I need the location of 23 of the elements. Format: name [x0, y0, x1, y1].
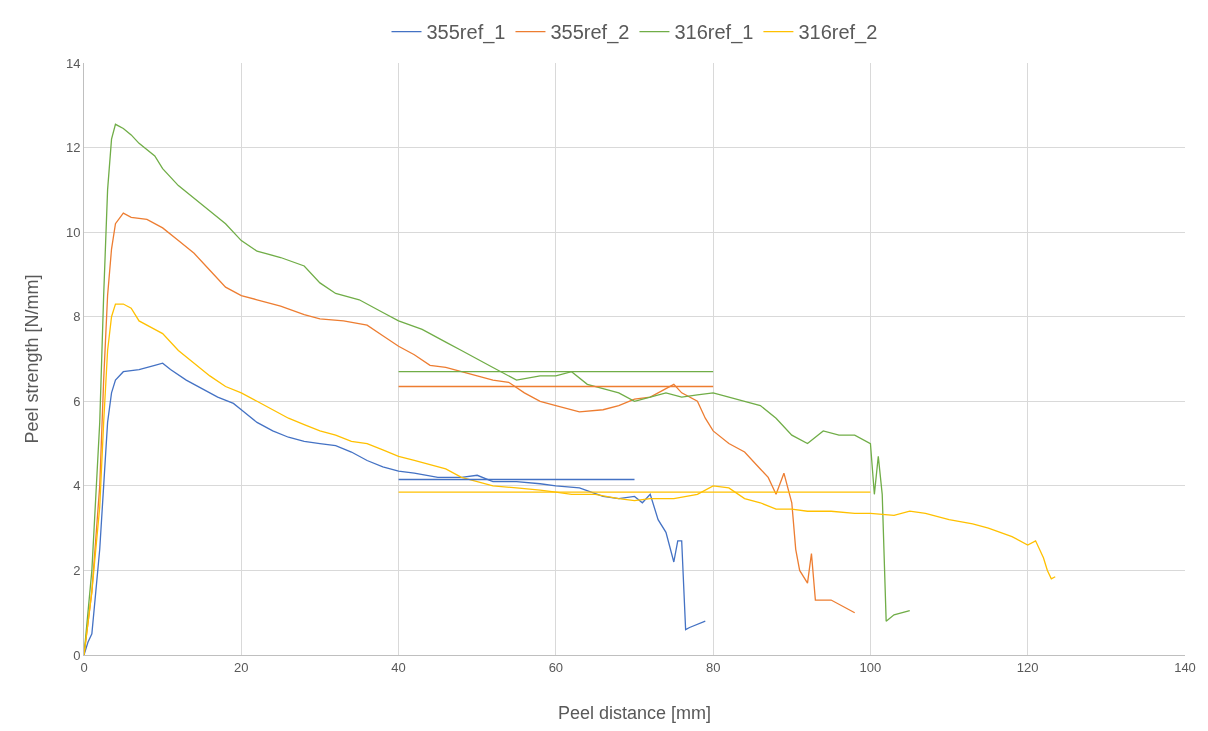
x-tick-label: 60 — [548, 659, 564, 675]
legend-label: 316ref_1 — [674, 21, 754, 45]
x-tick-label: 120 — [1016, 659, 1039, 675]
line-series — [84, 362, 706, 655]
y-tick-label: 0 — [73, 647, 81, 663]
x-tick-label: 100 — [859, 659, 882, 675]
y-tick-label: 12 — [65, 140, 81, 156]
x-tick-label: 140 — [1174, 659, 1196, 675]
y-axis-title: Peel strength [N/mm] — [22, 274, 42, 444]
x-tick-label: 20 — [234, 659, 249, 675]
y-tick-label: 14 — [65, 55, 81, 71]
legend-label: 355ref_1 — [426, 21, 506, 45]
legend-label: 316ref_2 — [798, 21, 878, 45]
y-tick-label: 8 — [73, 309, 81, 325]
y-tick-label: 10 — [65, 224, 81, 240]
y-tick-label: 6 — [73, 393, 81, 409]
legend-label: 355ref_2 — [550, 21, 630, 45]
y-tick-label: 2 — [73, 562, 81, 578]
x-tick-label: 40 — [391, 659, 406, 675]
x-axis-title: Peel distance [mm] — [557, 703, 712, 723]
y-tick-label: 4 — [73, 478, 81, 494]
x-tick-label: 80 — [705, 659, 721, 675]
line-series — [84, 303, 1056, 655]
